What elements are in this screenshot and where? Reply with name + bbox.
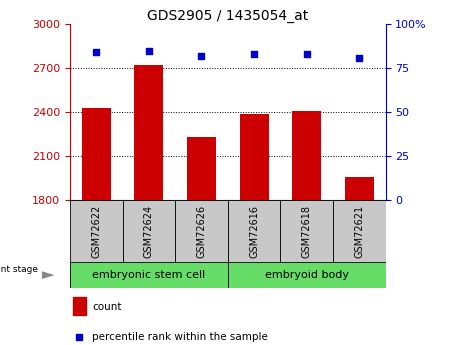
Text: GSM72616: GSM72616 — [249, 205, 259, 258]
Point — [76, 335, 83, 340]
Bar — [292, 111, 321, 200]
Point — [356, 55, 363, 60]
Title: GDS2905 / 1435054_at: GDS2905 / 1435054_at — [147, 9, 308, 23]
Bar — [70, 200, 123, 262]
Bar — [345, 177, 374, 200]
Bar — [82, 108, 110, 200]
Text: GSM72621: GSM72621 — [354, 205, 364, 258]
Text: GSM72624: GSM72624 — [144, 205, 154, 258]
Point — [145, 48, 152, 53]
Point — [92, 50, 100, 55]
Bar — [228, 262, 386, 288]
Text: percentile rank within the sample: percentile rank within the sample — [92, 332, 268, 342]
Text: embryonic stem cell: embryonic stem cell — [92, 270, 206, 280]
Bar — [73, 297, 86, 315]
Point — [250, 51, 258, 57]
Text: GSM72626: GSM72626 — [197, 205, 207, 258]
Bar — [333, 200, 386, 262]
Bar — [123, 200, 175, 262]
Point — [198, 53, 205, 59]
Text: GSM72618: GSM72618 — [302, 205, 312, 258]
Text: development stage: development stage — [0, 265, 38, 274]
Bar — [239, 114, 268, 200]
Point — [303, 51, 310, 57]
Bar — [70, 262, 228, 288]
Polygon shape — [42, 271, 55, 279]
Text: GSM72622: GSM72622 — [91, 205, 101, 258]
Bar — [134, 65, 163, 200]
Bar — [281, 200, 333, 262]
Bar — [175, 200, 228, 262]
Text: count: count — [92, 302, 121, 312]
Bar — [228, 200, 281, 262]
Bar — [187, 137, 216, 200]
Text: embryoid body: embryoid body — [265, 270, 349, 280]
